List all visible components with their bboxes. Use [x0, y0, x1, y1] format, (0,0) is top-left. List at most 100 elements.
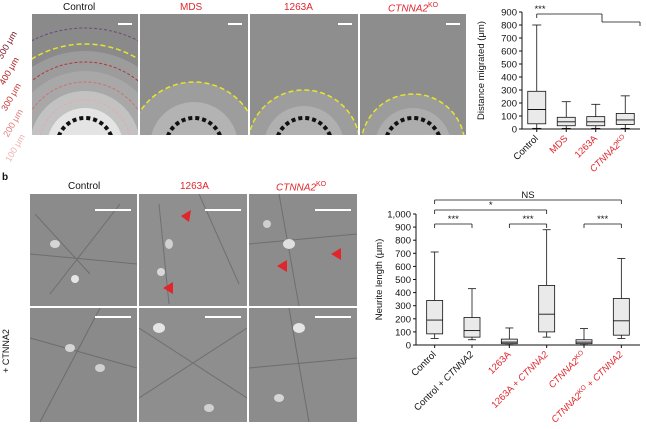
- tick-label: CTNNA2KO + CTNNA2: [549, 348, 626, 425]
- scale-bar: [95, 316, 131, 318]
- box-4: [575, 328, 593, 346]
- micrograph-b-ctnna2ko: [249, 194, 357, 306]
- scale-bar: [205, 209, 241, 211]
- panel-b-header-1263a: 1263A: [180, 181, 209, 192]
- tick-label-part: CTNNA2: [549, 390, 584, 425]
- tick-label-part: KO: [576, 384, 588, 396]
- sig-label: ***: [534, 4, 545, 15]
- box-2: [500, 327, 518, 346]
- y-tick-label: 900: [395, 223, 411, 234]
- row-label-text: + CTNNA2: [0, 329, 11, 373]
- box-5: [612, 258, 630, 339]
- tick-label: 1263A: [486, 349, 514, 377]
- y-tick-label: 600: [501, 47, 517, 58]
- ctnna2-text: CTNNA2: [276, 182, 317, 194]
- scale-bar: [228, 23, 242, 25]
- tick-label: Control: [409, 349, 438, 378]
- tick-label-part: CTNNA2: [516, 349, 551, 384]
- scale-bar: [95, 209, 131, 211]
- micrograph-b-1263a: [139, 194, 247, 306]
- ko-superscript: KO: [316, 181, 327, 188]
- radius-label-300: 300 μm: [0, 81, 23, 113]
- scale-bar: [338, 23, 352, 25]
- scale-bar: [315, 316, 351, 318]
- y-tick-label: 200: [501, 99, 517, 110]
- scale-bar: [205, 316, 241, 318]
- y-axis-label: Neurite length (μm): [374, 239, 385, 321]
- box-iqr: [527, 90, 547, 125]
- box-3: [538, 229, 556, 338]
- y-tick-label: 400: [395, 288, 411, 299]
- y-tick-label: 300: [501, 86, 517, 97]
- tick-label-part: 1263A +: [489, 376, 523, 410]
- y-tick-label: 0: [512, 125, 517, 136]
- row-label-plus-ctnna2: + CTNNA2: [1, 329, 11, 373]
- y-tick-label: 700: [501, 34, 517, 45]
- significance-1: *: [434, 200, 548, 214]
- y-tick-label: 700: [395, 249, 411, 260]
- box-iqr: [612, 298, 630, 336]
- sig-label: ***: [448, 214, 459, 225]
- box-1: [463, 288, 481, 341]
- box-iqr: [463, 317, 481, 338]
- significance-0: ***: [534, 4, 641, 26]
- significance-3: ***: [508, 214, 548, 228]
- micrograph-b-1263a-ctnna2: [139, 308, 247, 422]
- scale-bar: [118, 23, 132, 25]
- y-tick-label: 100: [501, 112, 517, 123]
- chart-neurite-length: 0 100 200 300 400 500 600 700 800 900 1,000 Neurite…: [374, 190, 640, 425]
- y-tick-label: 800: [501, 21, 517, 32]
- sig-label: NS: [521, 190, 534, 201]
- y-tick-label: 900: [501, 8, 517, 19]
- panel-b-letter: b: [2, 172, 9, 183]
- box-iqr: [500, 338, 518, 345]
- micrograph-a-control: [32, 14, 138, 135]
- panel-a-header-mds: MDS: [180, 2, 203, 13]
- box-3: [615, 95, 635, 129]
- y-tick-label: 500: [501, 60, 517, 71]
- sig-label: ***: [522, 214, 533, 225]
- micrograph-a-1263a: [250, 14, 358, 135]
- panel-a-header-1263a: 1263A: [284, 2, 313, 13]
- tick-label-part: Control +: [412, 376, 449, 413]
- chart-distance-migrated: 0 100 200 300 400 500 600 700 800 900 Distance mig…: [476, 4, 641, 175]
- tick-label-part: KO: [573, 349, 585, 361]
- panel-a-header-ctnna2ko: CTNNA2KO: [388, 2, 438, 14]
- y-tick-label: 100: [395, 327, 411, 338]
- y-tick-label: 300: [395, 301, 411, 312]
- tick-label: MDS: [548, 133, 571, 156]
- radius-label-500: 500 μm: [0, 29, 19, 61]
- y-axis-label: Distance migrated (μm): [476, 21, 487, 120]
- micrograph-b-control-ctnna2: [30, 308, 137, 422]
- box-iqr: [615, 113, 635, 125]
- ko-superscript: KO: [428, 2, 439, 9]
- scale-bar: [446, 23, 460, 25]
- tick-label: 1263A: [573, 133, 601, 161]
- micrograph-a-ctnna2ko: [360, 14, 466, 135]
- tick-label-part: CTNNA2: [591, 349, 626, 384]
- box-iqr: [538, 284, 556, 333]
- tick-label-part: CTNNA2: [441, 349, 476, 384]
- box-2: [586, 103, 606, 129]
- y-tick-label: 500: [395, 275, 411, 286]
- panel-a-header-control: Control: [63, 2, 96, 13]
- ctnna2-text: CTNNA2: [388, 3, 429, 15]
- y-tick-label: 1,000: [387, 210, 411, 221]
- y-tick-label: 0: [406, 341, 411, 352]
- micrograph-b-ctnna2ko-ctnna2: [249, 308, 357, 422]
- tick-label-part: KO: [614, 133, 626, 145]
- sig-label: ***: [597, 214, 608, 225]
- y-tick-label: 200: [395, 314, 411, 325]
- tick-label-part: CTNNA2: [547, 356, 582, 391]
- box-0: [426, 251, 444, 339]
- panel-b-header-ctnna2ko: CTNNA2KO: [276, 181, 326, 193]
- scale-bar: [315, 209, 351, 211]
- y-tick-label: 400: [501, 73, 517, 84]
- panel-b-header-control: Control: [68, 181, 101, 192]
- box-1: [556, 101, 576, 129]
- tick-label: Control: [511, 133, 540, 162]
- sig-label: *: [489, 200, 493, 211]
- significance-0: NS: [434, 190, 622, 204]
- micrograph-b-control: [30, 194, 137, 306]
- box-0: [527, 24, 547, 129]
